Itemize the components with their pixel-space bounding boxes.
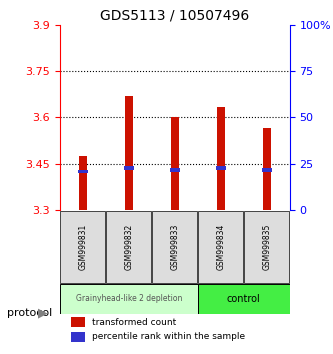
Text: transformed count: transformed count (92, 318, 176, 326)
FancyBboxPatch shape (198, 211, 243, 283)
Text: GSM999832: GSM999832 (124, 224, 134, 270)
Text: Grainyhead-like 2 depletion: Grainyhead-like 2 depletion (76, 295, 182, 303)
Text: percentile rank within the sample: percentile rank within the sample (92, 332, 245, 341)
Bar (71, 332, 85, 342)
Title: GDS5113 / 10507496: GDS5113 / 10507496 (100, 8, 249, 22)
FancyBboxPatch shape (60, 211, 106, 283)
Bar (79, 156, 87, 210)
FancyBboxPatch shape (106, 211, 152, 283)
Text: GSM999834: GSM999834 (216, 224, 225, 270)
Text: control: control (227, 294, 261, 304)
Bar (171, 118, 179, 210)
Text: GSM999835: GSM999835 (262, 224, 271, 270)
Bar (216, 166, 226, 170)
Bar (124, 166, 134, 170)
FancyBboxPatch shape (152, 211, 197, 283)
FancyBboxPatch shape (198, 284, 290, 314)
Bar (170, 168, 180, 172)
FancyBboxPatch shape (60, 284, 198, 314)
Bar (71, 317, 85, 327)
Bar (78, 170, 88, 173)
Bar (217, 107, 225, 210)
Bar (125, 96, 133, 210)
Text: GSM999831: GSM999831 (78, 224, 88, 270)
FancyBboxPatch shape (244, 211, 289, 283)
Text: ▶: ▶ (38, 307, 48, 320)
Text: protocol: protocol (7, 308, 52, 318)
Bar (262, 168, 272, 172)
Text: GSM999833: GSM999833 (170, 224, 179, 270)
Bar (263, 128, 271, 210)
